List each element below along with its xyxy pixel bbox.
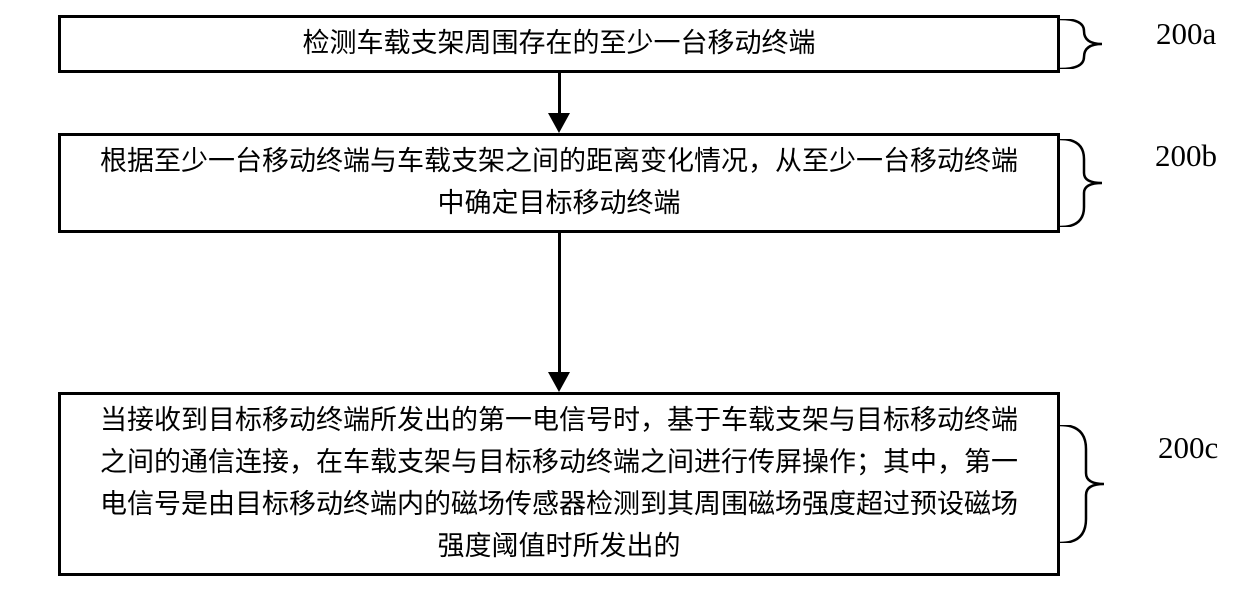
flow-node-c: 当接收到目标移动终端所发出的第一电信号时，基于车载支架与目标移动终端之间的通信连…: [58, 392, 1060, 576]
step-label-b: 200b: [1155, 138, 1217, 174]
edge-a-b-line: [558, 73, 561, 115]
step-label-a: 200a: [1156, 16, 1216, 52]
edge-a-b-head: [548, 113, 570, 133]
flow-node-c-text: 当接收到目标移动终端所发出的第一电信号时，基于车载支架与目标移动终端之间的通信连…: [89, 400, 1029, 567]
edge-b-c-line: [558, 233, 561, 374]
brace-a: [1060, 19, 1140, 69]
step-label-c: 200c: [1158, 430, 1218, 466]
edge-b-c-head: [548, 372, 570, 392]
brace-b: [1060, 139, 1140, 227]
flow-node-b-text: 根据至少一台移动终端与车载支架之间的距离变化情况，从至少一台移动终端中确定目标移…: [89, 141, 1029, 225]
flow-node-a-text: 检测车载支架周围存在的至少一台移动终端: [303, 23, 816, 65]
flow-node-b: 根据至少一台移动终端与车载支架之间的距离变化情况，从至少一台移动终端中确定目标移…: [58, 133, 1060, 233]
flow-node-a: 检测车载支架周围存在的至少一台移动终端: [58, 15, 1060, 73]
brace-c: [1060, 425, 1142, 543]
